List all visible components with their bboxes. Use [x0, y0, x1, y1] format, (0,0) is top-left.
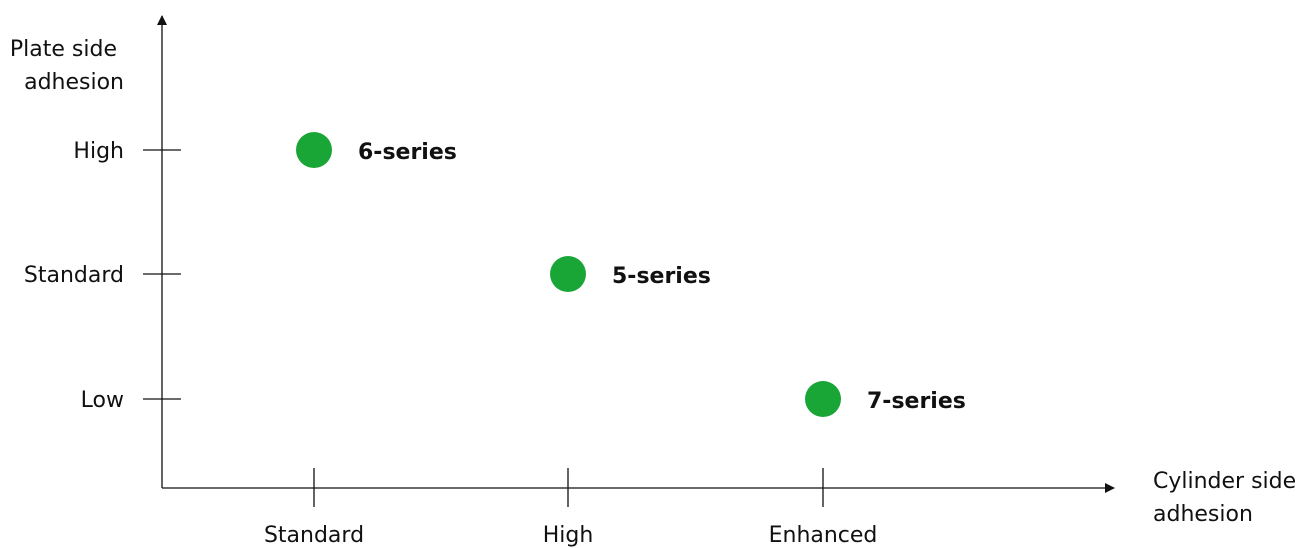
point-marker-7-series — [805, 381, 841, 417]
y-tick-label-low: Low — [81, 388, 124, 413]
x-axis-title: Cylinder side adhesion — [1153, 469, 1303, 527]
y-axis-title-line-1: Plate side — [10, 37, 117, 62]
x-tick-label-standard: Standard — [264, 523, 364, 548]
data-points: 6-series 5-series 7-series — [296, 132, 966, 417]
y-axis-title: Plate side adhesion — [10, 37, 124, 95]
y-axis-ticks: Low Standard High — [24, 139, 181, 413]
x-tick-label-enhanced: Enhanced — [769, 523, 878, 548]
y-tick-label-standard: Standard — [24, 263, 124, 288]
y-tick-label-high: High — [73, 139, 124, 164]
point-label-6-series: 6-series — [358, 140, 457, 165]
x-tick-label-high: High — [543, 523, 594, 548]
x-axis-title-line-1: Cylinder side — [1153, 469, 1296, 494]
y-axis-title-line-2: adhesion — [24, 70, 124, 95]
x-axis-ticks: Standard High Enhanced — [264, 468, 877, 548]
point-label-5-series: 5-series — [612, 264, 711, 289]
point-label-7-series: 7-series — [867, 389, 966, 414]
x-axis-title-line-2: adhesion — [1153, 502, 1253, 527]
point-marker-6-series — [296, 132, 332, 168]
point-marker-5-series — [550, 256, 586, 292]
